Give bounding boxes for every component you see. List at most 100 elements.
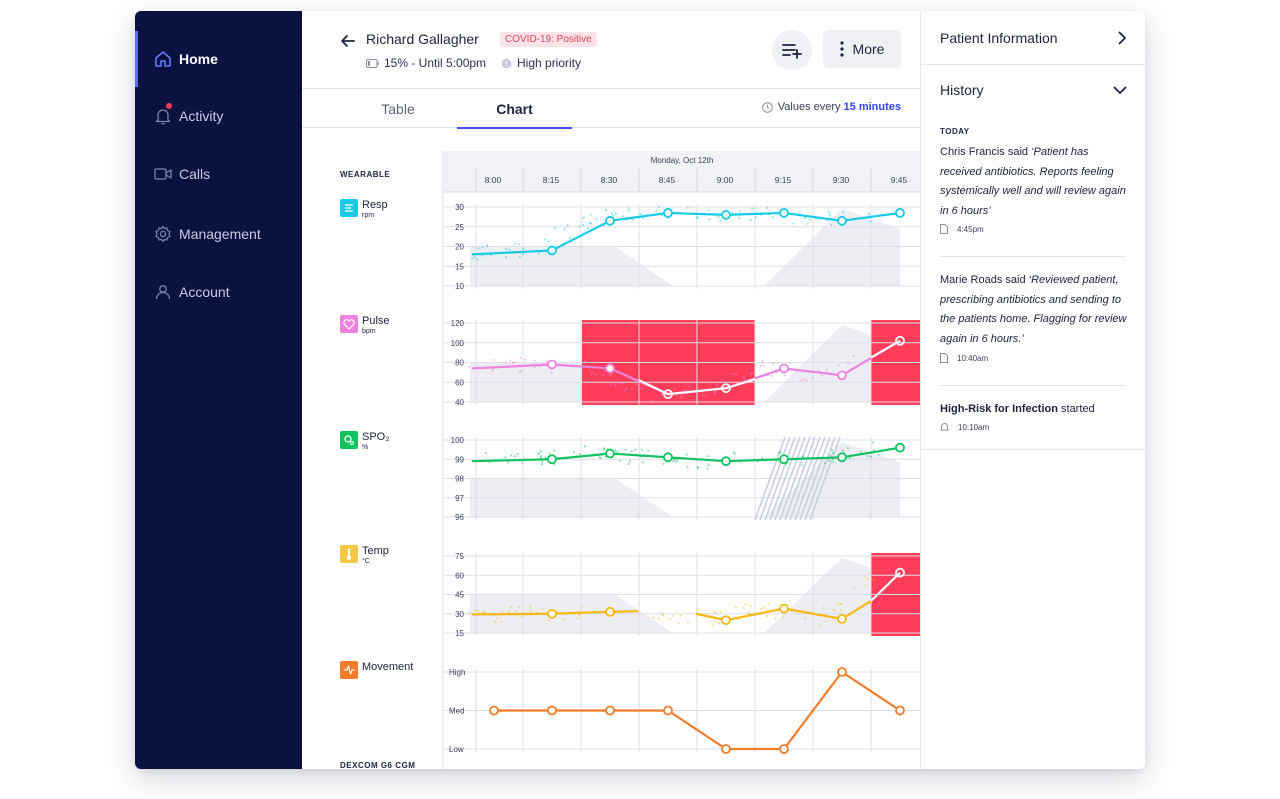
raw-reading-dot [778, 452, 781, 455]
interval-setting[interactable]: Values every 15 minutes [761, 101, 901, 113]
raw-reading-dot [706, 467, 709, 470]
metric-name: Pulse [362, 315, 390, 327]
vitals-chart: WEARABLE Resp rpm Pulse bpm SP [302, 129, 920, 769]
divider [921, 449, 1145, 450]
add-to-list-button[interactable] [772, 30, 812, 70]
document-icon [940, 224, 948, 234]
raw-reading-dot [500, 620, 503, 623]
y-tick-label: 80 [455, 359, 464, 368]
raw-reading-dot [642, 461, 645, 464]
raw-reading-dot [818, 624, 821, 627]
raw-reading-dot [529, 610, 532, 613]
raw-reading-dot [595, 217, 598, 220]
raw-reading-dot [639, 213, 642, 216]
data-point [779, 454, 789, 465]
time-tick-label: 8:30 [601, 175, 618, 185]
raw-reading-dot [732, 451, 735, 454]
bell-icon [155, 109, 171, 125]
series-line [471, 211, 901, 256]
raw-reading-dot [641, 387, 644, 390]
raw-reading-dot [631, 218, 634, 221]
vertical-dots-icon [839, 41, 844, 57]
raw-reading-dot [496, 616, 499, 619]
y-tick-label: 45 [455, 591, 464, 600]
data-point [895, 705, 905, 716]
raw-reading-dot [832, 609, 835, 612]
raw-reading-dot [866, 455, 869, 458]
tab-chart[interactable]: Chart [457, 89, 572, 129]
y-tick-label: 96 [455, 513, 464, 522]
missing-data-hatch [754, 436, 786, 521]
data-point [547, 245, 557, 256]
raw-reading-dot [537, 252, 540, 255]
raw-reading-dot [481, 246, 484, 249]
time-tick-label: 9:30 [833, 175, 850, 185]
raw-reading-dot [782, 616, 785, 619]
y-tick-label: 40 [455, 398, 464, 407]
raw-reading-dot [661, 393, 664, 396]
raw-reading-dot [826, 368, 829, 371]
time-tick-label: 9:00 [717, 175, 734, 185]
metric-movement: Movement [340, 661, 413, 679]
raw-reading-dot [872, 441, 875, 444]
playlist-add-icon [782, 44, 802, 59]
raw-reading-dot [540, 463, 543, 466]
patient-header: Richard Gallagher COVID-19: Positive 15%… [302, 11, 920, 89]
sidebar-item-label: Activity [179, 108, 224, 124]
heart-icon [340, 315, 358, 333]
tab-table[interactable]: Table [381, 100, 415, 117]
raw-reading-dot [506, 461, 509, 464]
raw-reading-dot [609, 383, 612, 386]
raw-reading-dot [507, 610, 510, 613]
missing-data-hatch [764, 436, 796, 521]
sidebar-item-management[interactable]: Management [135, 206, 302, 262]
raw-reading-dot [628, 459, 631, 462]
metric-name: Resp [362, 199, 388, 211]
raw-reading-dot [743, 377, 746, 380]
raw-reading-dot [572, 450, 575, 453]
y-tick-label: 15 [455, 262, 464, 271]
history-toggle[interactable]: History [921, 76, 1145, 104]
metric-pulse: Pulse bpm [340, 315, 390, 336]
raw-reading-dot [590, 370, 593, 373]
sidebar-item-calls[interactable]: Calls [135, 146, 302, 202]
sidebar-item-home[interactable]: Home [135, 31, 302, 87]
thermometer-icon [340, 545, 358, 563]
interval-value: 15 minutes [843, 101, 901, 113]
raw-reading-dot [749, 218, 752, 221]
sidebar-item-activity[interactable]: Activity [135, 88, 302, 144]
raw-reading-dot [612, 214, 615, 217]
data-point [837, 370, 847, 381]
raw-reading-dot [763, 606, 766, 609]
sidebar-item-account[interactable]: Account [135, 264, 302, 320]
more-button[interactable]: More [823, 30, 901, 68]
raw-reading-dot [619, 382, 622, 385]
missing-data-hatch [774, 436, 806, 521]
back-arrow-icon[interactable] [338, 31, 358, 51]
app-window: Home Activity Calls Management Account R… [135, 11, 1145, 769]
history-entry: Marie Roads said ‘Reviewed patient, pres… [940, 271, 1130, 349]
metric-temp: Temp °C [340, 545, 389, 566]
raw-reading-dot [569, 237, 572, 240]
y-tick-label: 75 [455, 552, 464, 561]
raw-reading-dot [718, 622, 721, 625]
raw-reading-dot [610, 372, 613, 375]
data-point [605, 448, 615, 459]
raw-reading-dot [554, 227, 557, 230]
metric-unit: rpm [362, 212, 375, 219]
data-point [779, 603, 789, 614]
raw-reading-dot [778, 461, 781, 464]
y-tick-label: 100 [451, 436, 465, 445]
raw-reading-dot [624, 389, 627, 392]
battery-text: 15% - Until 5:00pm [384, 56, 487, 70]
raw-reading-dot [869, 220, 872, 223]
patient-information-toggle[interactable]: Patient Information [921, 24, 1145, 52]
entry-author: Chris Francis said [940, 146, 1032, 158]
raw-reading-dot [760, 607, 763, 610]
chevron-right-icon [1118, 31, 1126, 45]
series-line [471, 610, 639, 616]
y-tick-label: 20 [455, 243, 464, 252]
raw-reading-dot [831, 451, 834, 454]
raw-reading-dot [852, 354, 855, 357]
raw-reading-dot [662, 462, 665, 465]
